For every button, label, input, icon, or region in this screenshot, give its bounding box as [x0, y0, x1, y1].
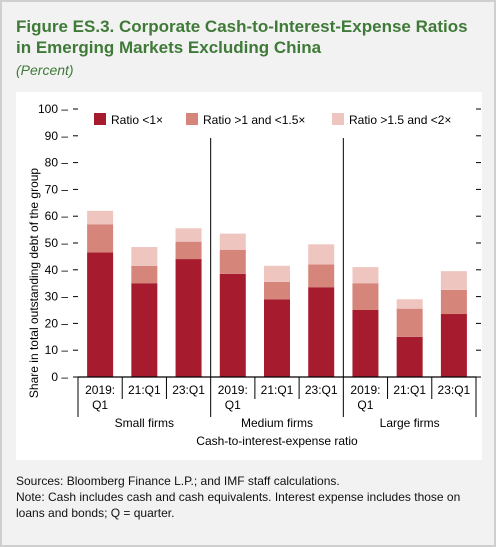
bar-segment-1	[175, 259, 202, 377]
stacked-bar-chart: 0 – 10 – 20 – 30 – 40 – 50 – 60 – 70 – 80 – 90 – 1…	[27, 102, 481, 448]
x-category-label: 2019:	[350, 383, 380, 397]
y-tick-label: 40 –	[45, 263, 69, 277]
y-tick-label: 60 –	[45, 209, 69, 223]
y-axis-title: Share in total outstanding debt of the g…	[27, 168, 41, 398]
y-tick-label: 70 –	[45, 182, 69, 196]
bar-segment-3	[352, 267, 379, 284]
bar-segment-2	[219, 249, 246, 274]
bar-segment-2	[131, 265, 158, 284]
bar-segment-3	[131, 247, 158, 266]
legend-label-1: Ratio <1×	[111, 113, 163, 127]
bar-segment-2	[308, 264, 335, 288]
y-tick-label: 30 –	[45, 290, 69, 304]
x-category-label: 23:Q1	[438, 383, 471, 397]
bar-segment-2	[264, 281, 290, 300]
x-category-label: 23:Q1	[172, 383, 205, 397]
bar-segment-3	[396, 299, 423, 309]
bar-segment-1	[87, 252, 114, 377]
sources-note: Sources: Bloomberg Finance L.P.; and IMF…	[16, 474, 340, 488]
chart-panel: 0 – 10 – 20 – 30 – 40 – 50 – 60 – 70 – 80 – 90 – 1…	[16, 92, 482, 460]
bar-segment-3	[308, 244, 335, 265]
y-tick-label: 50 –	[45, 236, 69, 250]
x-category-label: 21:Q1	[261, 383, 294, 397]
x-category-label: Q1	[357, 398, 373, 412]
x-category-label: Q1	[225, 398, 241, 412]
definitions-note: Note: Cash includes cash and cash equiva…	[16, 490, 461, 520]
bar-segment-1	[440, 314, 467, 377]
bar-segment-1	[131, 283, 158, 377]
legend-swatch-1	[94, 113, 106, 125]
y-tick-label: 90 –	[45, 129, 69, 143]
y-tick-label: 20 –	[45, 316, 69, 330]
figure-title: Figure ES.3. Corporate Cash-to-Interest-…	[16, 17, 468, 57]
y-tick-label: 10 –	[45, 343, 69, 357]
x-group-label: Medium firms	[241, 416, 313, 430]
bar-segment-1	[352, 310, 379, 377]
legend-label-3: Ratio >1.5 and <2×	[349, 113, 451, 127]
x-category-label: 2019:	[218, 383, 248, 397]
x-category-label: 2019:	[85, 383, 115, 397]
bar-segment-2	[175, 241, 202, 260]
x-axis-title: Cash-to-interest-expense ratio	[196, 434, 358, 448]
bar-segment-2	[396, 308, 423, 337]
bar-segment-2	[440, 289, 467, 315]
x-group-label: Small firms	[115, 416, 174, 430]
bar-segment-3	[440, 271, 467, 290]
legend-label-2: Ratio >1 and <1.5×	[203, 113, 305, 127]
x-category-label: 21:Q1	[393, 383, 426, 397]
bar-segment-3	[87, 210, 114, 225]
bar-segment-1	[219, 273, 246, 377]
bar-segment-3	[219, 233, 246, 250]
bar-segment-2	[352, 283, 379, 310]
x-group-label: Large firms	[380, 416, 440, 430]
legend-swatch-3	[332, 113, 344, 125]
bar-segment-1	[308, 287, 335, 377]
legend-swatch-2	[186, 113, 198, 125]
y-tick-label: 0 –	[51, 370, 68, 384]
y-tick-label: 80 –	[45, 156, 69, 170]
x-category-label: 23:Q1	[305, 383, 338, 397]
bar-segment-2	[87, 224, 114, 253]
bar-segment-3	[175, 228, 202, 242]
figure-notes: Sources: Bloomberg Finance L.P.; and IMF…	[16, 473, 486, 521]
bar-segment-1	[396, 336, 423, 377]
y-tick-label: 100 –	[38, 102, 68, 116]
bar-segment-3	[264, 265, 290, 282]
x-category-label: 21:Q1	[128, 383, 161, 397]
figure-subtitle: (Percent)	[16, 62, 74, 78]
bar-segment-1	[264, 299, 290, 377]
x-category-label: Q1	[92, 398, 108, 412]
